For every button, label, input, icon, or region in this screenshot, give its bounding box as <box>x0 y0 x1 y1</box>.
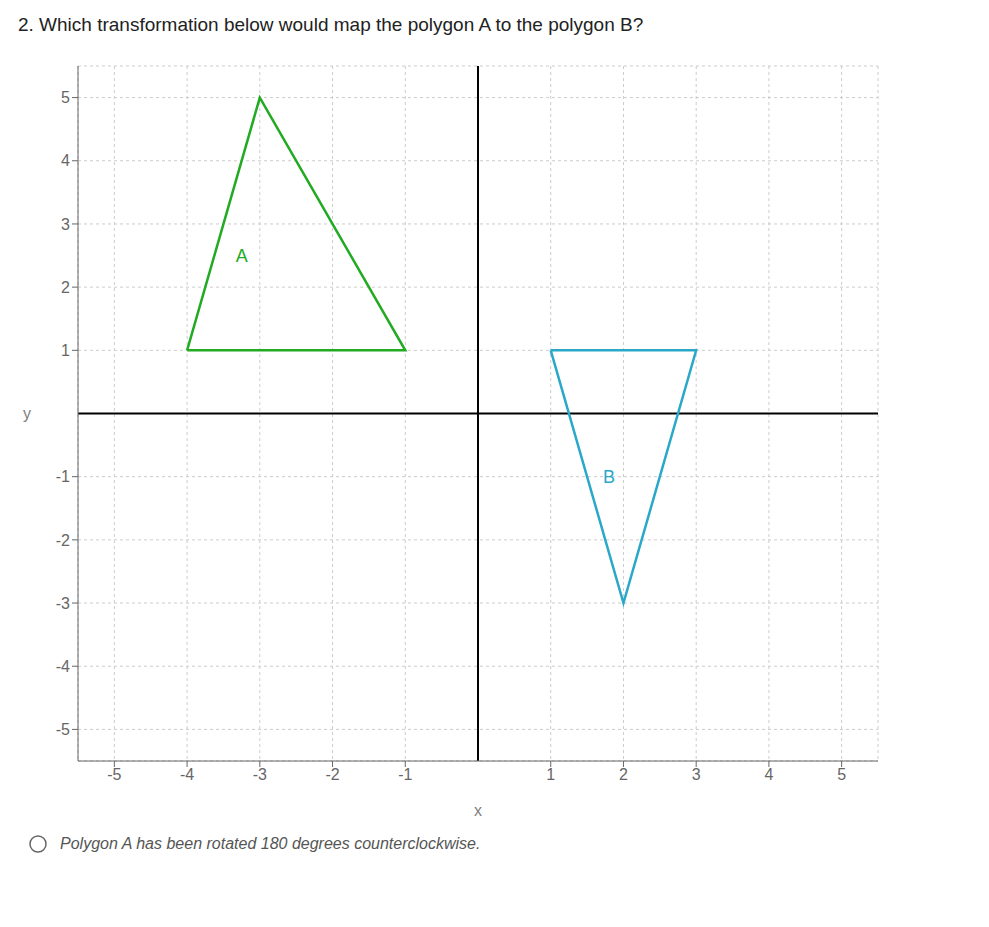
svg-text:1: 1 <box>61 342 70 359</box>
svg-text:1: 1 <box>546 766 555 783</box>
svg-text:x: x <box>474 802 482 819</box>
svg-text:4: 4 <box>61 152 70 169</box>
svg-text:-2: -2 <box>325 766 339 783</box>
svg-text:2: 2 <box>619 766 628 783</box>
svg-text:3: 3 <box>692 766 701 783</box>
svg-text:-3: -3 <box>253 766 267 783</box>
svg-text:3: 3 <box>61 216 70 233</box>
svg-text:B: B <box>603 467 615 487</box>
svg-text:-5: -5 <box>56 721 70 738</box>
html-text:2. Which transformation below: 2. Which transformation below would map … <box>18 14 644 35</box>
svg-text:-4: -4 <box>56 658 70 675</box>
svg-text:-5: -5 <box>107 766 121 783</box>
svg-text:A: A <box>236 246 248 266</box>
svg-text:2: 2 <box>61 279 70 296</box>
svg-text:-1: -1 <box>56 468 70 485</box>
html-text:Polygon A has been rotated 180: Polygon A has been rotated 180 degrees c… <box>60 835 481 852</box>
svg-text:5: 5 <box>61 89 70 106</box>
svg-text:-1: -1 <box>398 766 412 783</box>
svg-text:-2: -2 <box>56 532 70 549</box>
svg-text:-3: -3 <box>56 595 70 612</box>
svg-text:5: 5 <box>837 766 846 783</box>
svg-text:y: y <box>23 405 31 422</box>
svg-text:-4: -4 <box>180 766 194 783</box>
svg-text:4: 4 <box>764 766 773 783</box>
